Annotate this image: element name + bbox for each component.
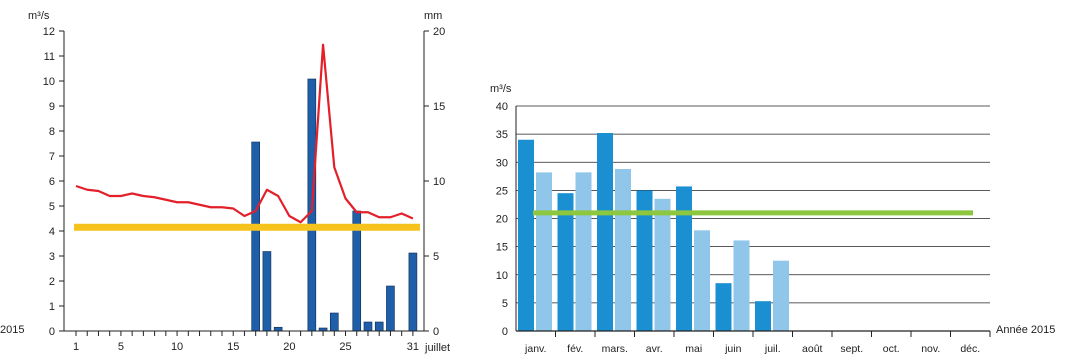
left-tick-label: 1 [49,301,55,313]
x-axis-label: Année 2015 [996,324,1055,336]
left-tick-label: 4 [49,226,55,238]
y-tick-label: 15 [496,242,508,254]
y-tick-label: 35 [496,129,508,141]
left-tick-label: 12 [43,26,55,38]
bar-normal [654,198,671,331]
right-tick-label: 20 [433,26,445,38]
right-axis-unit: mm [424,10,442,22]
bar-normal [694,230,710,331]
bar-2015 [676,186,692,331]
precip-bar [386,285,395,332]
left-tick-label: 10 [43,76,55,88]
x-tick-label: 15 [227,341,239,353]
x-tick-label: 1 [73,341,79,353]
month-label: janv. [524,343,546,355]
month-label: mars. [602,343,628,355]
month-label: avr. [646,343,663,355]
left-tick-label: 9 [49,101,55,113]
right-tick-label: 10 [433,176,445,188]
right-tick-label: 0 [433,326,439,338]
left-tick-label: 11 [44,51,55,63]
precip-bar [273,326,283,332]
month-label: oct. [883,343,900,355]
month-label: fév. [567,343,583,355]
precip-bar [329,312,339,332]
right-tick-label: 5 [433,251,439,263]
month-label: mai [685,343,702,355]
precip-bar [363,321,373,332]
bar-2015 [636,190,653,331]
y-tick-label: 25 [496,185,508,197]
left-tick-label: 8 [49,126,55,138]
month-label: août [802,343,823,355]
y-tick-label: 30 [496,157,508,169]
bar-2015 [715,283,732,331]
left-tick-label: 5 [49,201,55,213]
x-tick-label: 31 [407,341,419,353]
y-tick-label: 20 [496,214,508,226]
left-tick-label: 2 [49,276,55,288]
bar-2015 [597,133,613,331]
left-axis-unit: m³/s [28,10,50,22]
bar-normal [733,240,750,331]
y-tick-label: 40 [496,101,508,113]
precip-bar [374,321,384,332]
x-tick-label: 5 [118,341,124,353]
month-label: déc. [960,343,980,355]
bar-normal [536,172,552,331]
y-tick-label: 5 [502,298,508,310]
month-label: juil. [764,343,781,355]
unit-label: m³/s [490,83,512,95]
left-tick-label: 0 [49,326,55,338]
bar-2015 [557,193,574,331]
bar-normal [575,172,592,331]
precip-bar [262,251,272,332]
x-tick-label: 25 [339,341,351,353]
y-tick-label: 0 [502,326,508,338]
bar-normal [773,260,789,331]
right-tick-label: 15 [433,101,445,113]
outside-year-label: 2015 [0,324,24,336]
monthly-flow-chart: m³/s Année 2015 0 5 10 15 20 25 30 35 40 janv. fév… [490,83,1055,355]
precip-bar [251,141,260,332]
month-label: juin [724,343,742,355]
left-tick-label: 6 [49,176,55,188]
bar-2015 [755,301,771,331]
month-label: sept. [840,343,863,355]
bar-normal [615,169,631,331]
x-tick-label: 20 [283,341,295,353]
left-tick-label: 3 [49,251,55,263]
bar-2015 [518,139,534,331]
x-tick-label: 10 [171,341,183,353]
july-daily-chart: m³/s mm 2015 juillet 0123456789101112051… [0,10,450,354]
y-tick-label: 10 [496,270,508,282]
left-tick-label: 7 [49,151,55,163]
month-label: nov. [921,343,940,355]
precip-bar [408,252,418,332]
flow-line [75,43,414,224]
x-unit-label: juillet [424,342,450,354]
